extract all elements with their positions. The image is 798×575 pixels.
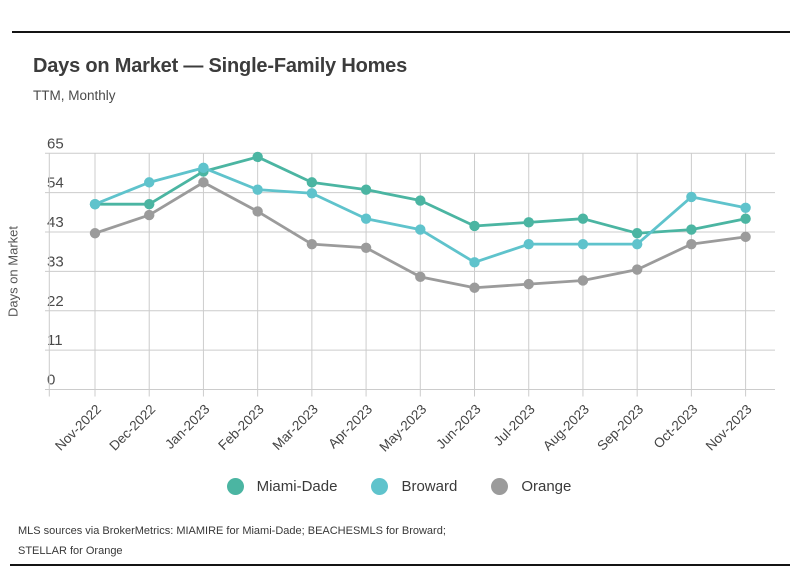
y-tick-label: 22	[47, 293, 64, 310]
data-point	[89, 228, 101, 239]
data-point	[144, 177, 155, 188]
x-axis-labels: Nov-2022 Dec-2022 Jan-2023 Feb-2023 Mar-2023…	[52, 402, 755, 455]
data-point	[523, 238, 534, 250]
y-tick-label: 11	[47, 332, 63, 349]
legend-item-miami-dade: Miami-Dade	[226, 478, 338, 495]
chart-legend: Miami-Dade Broward Orange	[0, 478, 798, 495]
miami-dade-swatch-icon	[226, 478, 244, 495]
data-point	[252, 184, 263, 195]
y-tick-label: 0	[47, 372, 55, 389]
data-point	[631, 238, 643, 250]
data-point	[198, 177, 209, 188]
broward-swatch-icon	[371, 478, 389, 495]
data-point	[469, 257, 480, 268]
data-point	[415, 195, 426, 206]
x-tick-label: Aug-2023	[540, 402, 592, 454]
series-orange	[89, 177, 751, 293]
orange-swatch-icon	[491, 478, 509, 495]
x-tick-label: Nov-2023	[703, 402, 755, 454]
data-point	[740, 202, 751, 214]
x-tick-label: Jun-2023	[433, 402, 483, 452]
series-broward	[89, 162, 751, 268]
data-point	[523, 217, 534, 228]
source-attribution: MLS sources via BrokerMetrics: MIAMIRE f…	[18, 521, 446, 561]
data-point	[415, 271, 426, 283]
x-tick-label: Jul-2023	[491, 402, 538, 449]
chart-title: Days on Market — Single-Family Homes	[33, 55, 408, 77]
y-tick-label: 65	[47, 135, 64, 152]
source-line-1: MLS sources via BrokerMetrics: MIAMIRE f…	[18, 525, 446, 537]
gridlines: 0 11 22 33 43 54 65	[45, 135, 775, 397]
data-point	[252, 206, 263, 217]
data-point	[523, 278, 534, 290]
chart-subtitle: TTM, Monthly	[33, 88, 116, 103]
data-point	[306, 238, 318, 250]
data-point	[198, 162, 209, 174]
data-point	[252, 151, 263, 163]
data-point	[306, 188, 318, 199]
y-tick-label: 43	[47, 214, 64, 231]
data-point	[415, 224, 426, 235]
data-point	[577, 213, 589, 224]
legend-item-broward: Broward	[371, 478, 457, 495]
x-tick-label: Nov-2022	[52, 402, 104, 454]
legend-item-orange: Orange	[491, 478, 571, 495]
data-point	[631, 228, 643, 239]
data-point	[740, 231, 751, 243]
legend-label: Miami-Dade	[256, 478, 338, 495]
data-point	[577, 238, 589, 250]
x-tick-label: Oct-2023	[651, 402, 701, 452]
data-point	[686, 224, 697, 235]
x-tick-label: Dec-2022	[106, 402, 158, 454]
data-point	[360, 213, 372, 224]
data-point	[469, 282, 480, 293]
data-point	[686, 191, 697, 203]
x-tick-label: Mar-2023	[270, 402, 321, 453]
x-tick-label: Apr-2023	[325, 402, 375, 452]
data-point	[144, 198, 155, 210]
data-point	[740, 213, 751, 224]
x-tick-label: May-2023	[376, 402, 429, 455]
legend-label: Broward	[401, 478, 458, 495]
data-point	[631, 264, 643, 275]
data-point	[686, 238, 697, 250]
source-line-2: STELLAR for Orange	[18, 545, 123, 557]
bottom-divider-rule	[10, 564, 790, 566]
data-point	[469, 220, 480, 232]
x-tick-label: Jan-2023	[162, 402, 212, 452]
legend-label: Orange	[521, 478, 572, 495]
top-divider-rule	[12, 31, 790, 33]
x-tick-label: Feb-2023	[215, 402, 266, 453]
y-tick-label: 54	[47, 175, 64, 192]
data-point	[306, 177, 318, 188]
data-point	[360, 184, 372, 195]
data-point	[89, 198, 101, 210]
x-tick-label: Sep-2023	[594, 402, 646, 454]
data-point	[144, 209, 155, 221]
data-point	[577, 275, 589, 286]
data-point	[360, 242, 372, 253]
y-tick-label: 33	[47, 253, 64, 270]
